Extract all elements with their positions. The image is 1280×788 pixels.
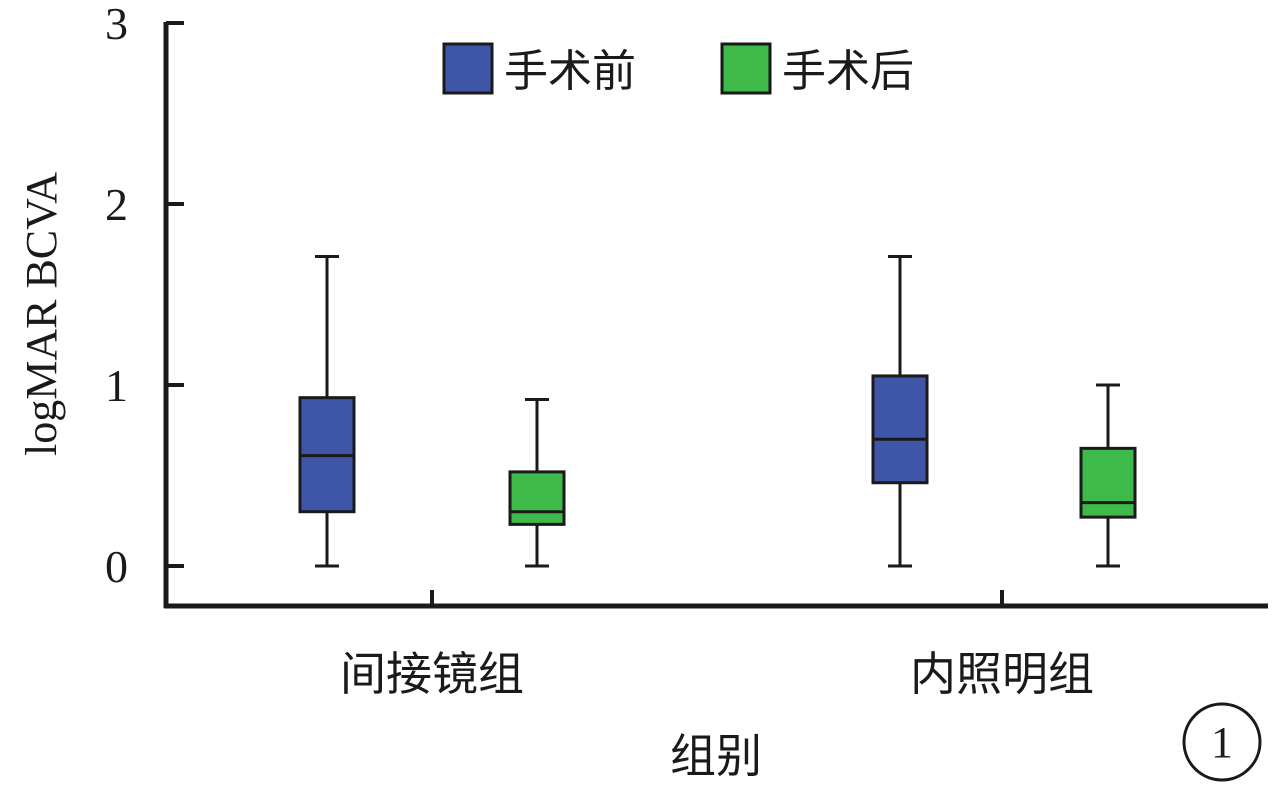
y-ticks: 0 1 2 3 <box>105 0 184 592</box>
axes <box>163 22 1268 609</box>
legend-label-after: 手术后 <box>782 47 914 96</box>
legend-swatch-before <box>442 42 494 95</box>
y-tick-label: 1 <box>105 360 128 411</box>
legend-label-before: 手术前 <box>504 47 636 96</box>
legend: 手术前 手术后 <box>442 42 914 96</box>
box-after-1 <box>1079 383 1137 568</box>
y-tick-label: 2 <box>105 179 128 230</box>
box-before-1 <box>871 254 929 568</box>
box-iqr <box>871 374 929 485</box>
x-ticks: 间接镜组 内照明组 <box>340 590 1094 700</box>
panel-badge: 1 <box>1182 702 1262 782</box>
x-category-label: 间接镜组 <box>340 649 524 700</box>
box-after-0 <box>508 397 566 568</box>
x-category-label: 内照明组 <box>910 649 1094 700</box>
y-tick-label: 3 <box>105 0 128 49</box>
box-iqr <box>508 470 566 526</box>
panel-badge-label: 1 <box>1211 718 1233 767</box>
legend-swatch-after <box>720 42 772 95</box>
y-tick-label: 0 <box>105 541 128 592</box>
x-axis-label: 组别 <box>670 731 762 782</box>
y-axis-label: logMAR BCVA <box>17 172 66 456</box>
panel-badge-circle <box>1182 702 1262 782</box>
box-plots <box>298 254 1137 568</box>
box-iqr <box>1079 446 1137 519</box>
box-before-0 <box>298 254 356 568</box>
